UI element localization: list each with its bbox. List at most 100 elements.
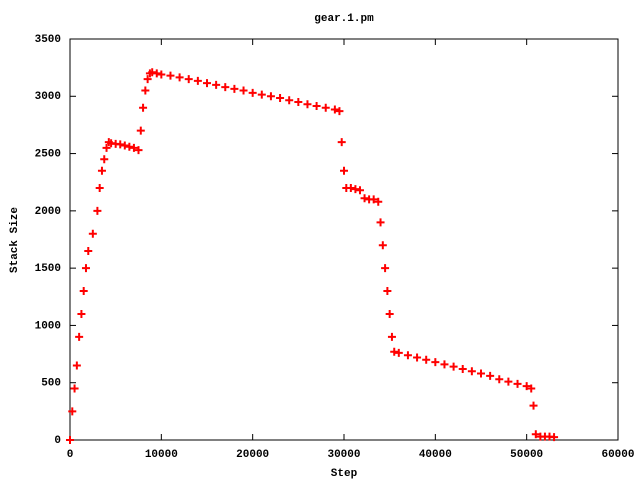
point-marker <box>321 103 330 112</box>
point-marker <box>495 375 504 384</box>
point-marker <box>166 71 175 80</box>
point-marker <box>385 309 394 318</box>
point-marker <box>148 68 157 77</box>
point-marker <box>381 264 390 273</box>
point-marker <box>230 84 239 93</box>
x-tick-label: 10000 <box>145 449 178 461</box>
point-marker <box>355 186 364 195</box>
y-tick-label: 1500 <box>35 263 61 275</box>
point-marker <box>203 79 211 88</box>
point-marker <box>486 371 495 380</box>
point-marker <box>100 155 109 164</box>
x-tick-label: 50000 <box>510 449 543 461</box>
point-marker <box>95 183 104 192</box>
y-tick-label: 3000 <box>35 91 61 103</box>
point-marker <box>97 166 106 175</box>
y-tick-label: 0 <box>54 435 61 447</box>
x-tick-label: 40000 <box>419 449 452 461</box>
point-marker <box>276 94 285 103</box>
point-marker <box>458 364 467 373</box>
point-marker <box>378 241 387 250</box>
point-marker <box>513 379 522 388</box>
point-marker <box>351 185 360 194</box>
point-marker <box>77 309 86 318</box>
point-marker <box>257 90 266 99</box>
point-marker <box>335 107 344 116</box>
point-marker <box>394 348 403 357</box>
point-marker <box>68 407 77 416</box>
point-marker <box>383 287 392 296</box>
point-marker <box>374 197 383 206</box>
point-marker <box>376 218 385 227</box>
point-marker <box>120 141 129 150</box>
point-marker <box>129 143 138 152</box>
point-marker <box>248 88 257 97</box>
point-marker <box>102 143 111 152</box>
y-tick-label: 2500 <box>35 148 61 160</box>
point-marker <box>294 98 303 107</box>
point-marker <box>312 102 321 111</box>
point-marker <box>390 347 399 356</box>
point-marker <box>467 367 476 376</box>
point-marker <box>360 194 369 203</box>
point-marker <box>531 430 540 439</box>
point-marker <box>88 229 97 238</box>
point-marker <box>431 358 440 367</box>
point-marker <box>157 70 166 79</box>
point-marker <box>136 126 145 135</box>
point-marker <box>152 69 161 78</box>
point-marker <box>522 382 531 391</box>
point-marker <box>403 351 412 360</box>
point-marker <box>529 401 538 410</box>
x-axis-label: Step <box>331 468 358 480</box>
point-marker <box>330 105 339 114</box>
point-marker <box>139 103 148 112</box>
point-marker <box>504 377 513 386</box>
point-marker <box>221 83 230 92</box>
y-tick-label: 3500 <box>35 34 61 46</box>
point-marker <box>81 264 90 273</box>
y-tick-label: 1000 <box>35 320 61 332</box>
point-marker <box>266 92 275 101</box>
point-marker <box>303 100 312 109</box>
point-marker <box>285 96 294 105</box>
point-marker <box>184 75 193 84</box>
point-marker <box>440 360 449 369</box>
point-marker <box>143 75 152 84</box>
y-tick-label: 500 <box>41 378 61 390</box>
point-marker <box>116 140 125 149</box>
point-marker <box>212 80 221 89</box>
point-marker <box>387 332 396 341</box>
point-marker <box>75 332 84 341</box>
point-marker <box>141 86 150 95</box>
x-tick-label: 20000 <box>236 449 269 461</box>
y-tick-label: 2000 <box>35 206 61 218</box>
point-marker <box>346 183 355 192</box>
point-marker <box>125 142 134 151</box>
point-marker <box>449 362 458 371</box>
point-marker <box>422 355 431 364</box>
point-marker <box>134 146 143 155</box>
point-marker <box>175 73 184 82</box>
point-marker <box>413 353 422 362</box>
point-marker <box>72 361 81 370</box>
x-tick-label: 0 <box>67 449 74 461</box>
point-marker <box>550 433 559 442</box>
point-marker <box>340 166 348 175</box>
chart-title: gear.1.pm <box>314 13 374 25</box>
point-marker <box>79 287 88 296</box>
point-marker <box>369 195 378 204</box>
y-axis-label: Stack Size <box>9 207 21 273</box>
point-marker <box>477 369 485 378</box>
point-marker <box>93 206 102 215</box>
x-tick-label: 30000 <box>327 449 360 461</box>
point-marker <box>70 384 79 393</box>
point-marker <box>84 246 93 255</box>
x-tick-label: 60000 <box>601 449 634 461</box>
point-marker <box>239 86 248 95</box>
point-marker <box>527 384 536 393</box>
point-marker <box>193 76 202 85</box>
point-marker <box>337 138 346 147</box>
